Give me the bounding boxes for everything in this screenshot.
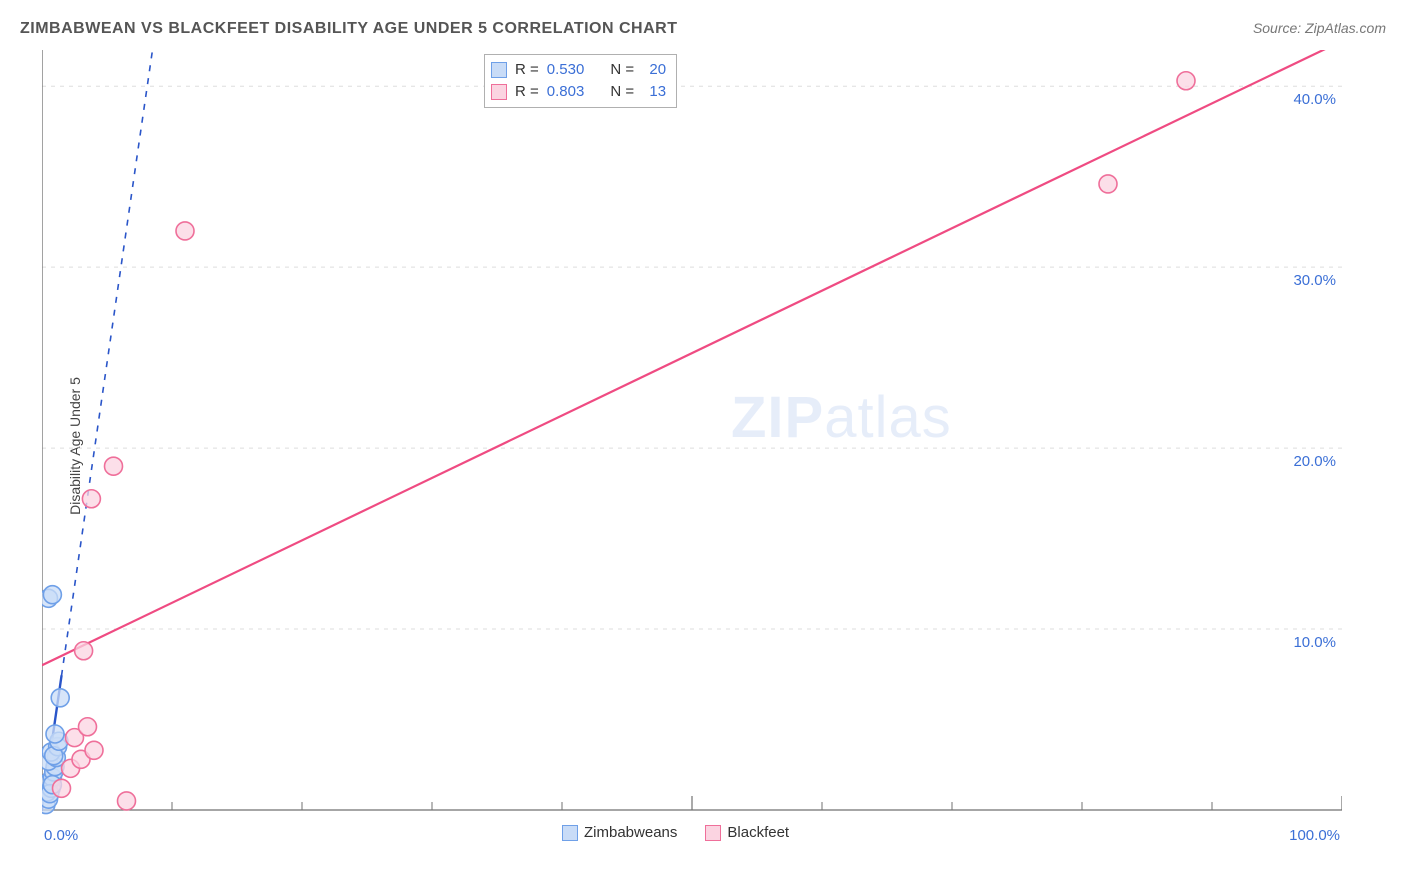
svg-text:40.0%: 40.0% (1293, 91, 1336, 108)
svg-text:20.0%: 20.0% (1293, 453, 1336, 470)
n-value: 20 (642, 59, 666, 81)
legend-swatch-icon (562, 825, 578, 841)
svg-text:0.0%: 0.0% (44, 827, 78, 844)
legend-label: Blackfeet (727, 824, 789, 841)
n-label: N = (610, 81, 634, 103)
legend-label: Zimbabweans (584, 824, 677, 841)
legend-swatch-icon (705, 825, 721, 841)
legend-swatch-icon (491, 62, 507, 78)
r-value: 0.803 (547, 81, 585, 103)
corr-legend-row: R = 0.803 N = 13 (491, 81, 666, 103)
legend-swatch-icon (491, 84, 507, 100)
correlation-legend: R = 0.530 N = 20 R = 0.803 N = 13 (484, 54, 677, 108)
r-label: R = (515, 81, 539, 103)
svg-text:30.0%: 30.0% (1293, 272, 1336, 289)
legend-item: Blackfeet (705, 824, 789, 841)
n-label: N = (610, 59, 634, 81)
series-legend: Zimbabweans Blackfeet (562, 824, 789, 841)
r-label: R = (515, 59, 539, 81)
r-value: 0.530 (547, 59, 585, 81)
legend-item: Zimbabweans (562, 824, 677, 841)
corr-legend-row: R = 0.530 N = 20 (491, 59, 666, 81)
scatter-plot-svg: 10.0% 20.0% 30.0% 40.0% 0.0% 100.0% (42, 50, 1342, 848)
chart-title: ZIMBABWEAN VS BLACKFEET DISABILITY AGE U… (20, 20, 677, 38)
page: ZIMBABWEAN VS BLACKFEET DISABILITY AGE U… (0, 0, 1406, 892)
source-attribution: Source: ZipAtlas.com (1253, 20, 1386, 36)
n-value: 13 (642, 81, 666, 103)
chart-area: 10.0%20.0%30.0%40.0%0.0%100.0% ZIPatlas … (42, 50, 1382, 848)
svg-text:100.0%: 100.0% (1289, 827, 1340, 844)
svg-text:10.0%: 10.0% (1293, 634, 1336, 651)
